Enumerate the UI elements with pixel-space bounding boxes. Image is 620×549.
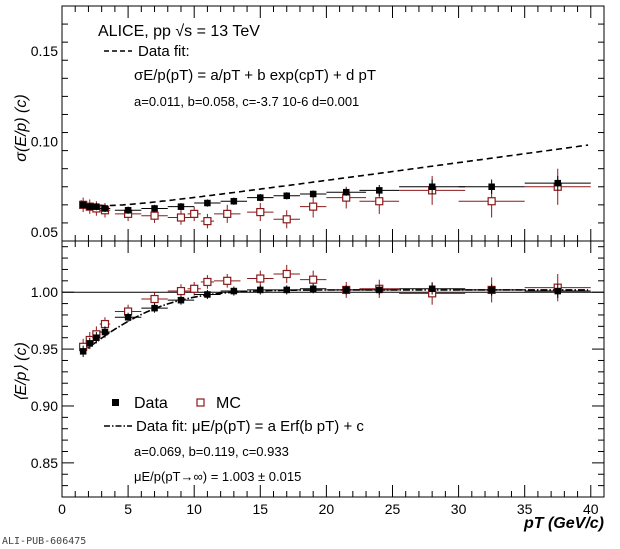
y-tick-label: 0.85 <box>31 455 58 471</box>
x-tick-label: 5 <box>124 501 132 517</box>
legend-mc-label: MC <box>216 395 241 412</box>
data-point <box>554 179 561 187</box>
data-point <box>376 286 383 294</box>
mc-point <box>176 286 186 296</box>
data-point <box>204 291 211 298</box>
top-plot-frame <box>61 5 605 242</box>
data-point <box>488 183 495 191</box>
mc-point <box>203 217 212 226</box>
bottom-data-series <box>79 283 591 358</box>
data-point <box>309 285 317 293</box>
x-tick-label: 20 <box>319 501 335 517</box>
mc-point <box>282 269 291 279</box>
data-point <box>79 348 87 355</box>
data-point <box>257 194 264 201</box>
y-tick-label: 0.15 <box>31 43 58 59</box>
x-tick-label: 10 <box>186 501 202 517</box>
bottom-fit-params: a=0.069, b=0.119, c=0.933 <box>134 444 289 459</box>
data-point <box>124 313 132 321</box>
x-tick-label: 15 <box>253 501 269 517</box>
top-fit-legend-label: Data fit: <box>138 43 190 60</box>
top-y-axis: 0.05 0.10 0.15 <box>31 5 605 242</box>
data-point <box>101 328 109 336</box>
fit-line <box>80 144 589 207</box>
data-point <box>93 334 100 341</box>
top-fit-curve <box>80 144 589 207</box>
mc-point <box>282 215 291 224</box>
data-point <box>151 304 158 312</box>
data-point <box>93 203 100 210</box>
mc-point <box>375 197 384 206</box>
data-point <box>177 296 185 304</box>
x-axis-label: pT (GeV/c) <box>523 515 604 532</box>
mc-point <box>150 294 159 304</box>
mc-point <box>223 209 232 218</box>
top-fit-params: a=0.011, b=0.058, c=-3.7 10-6 d=0.001 <box>134 94 359 109</box>
data-point <box>342 188 350 196</box>
data-point <box>376 187 383 194</box>
data-point <box>204 199 211 207</box>
data-point <box>342 286 350 294</box>
data-point <box>101 205 109 212</box>
asymptote-value: μE/p(pT→∞) = 1.003 ± 0.015 <box>134 469 301 484</box>
bottom-y-axis-label: ⟨E/p⟩ (c) <box>13 342 30 402</box>
data-point <box>283 286 290 294</box>
figure-id: ALI-PUB-606475 <box>2 536 86 547</box>
y-tick-label: 0.10 <box>31 134 58 150</box>
mc-point <box>309 275 318 284</box>
legend-mc-marker <box>196 398 205 407</box>
data-point <box>428 183 436 191</box>
x-tick-label: 25 <box>385 501 401 517</box>
data-point <box>283 192 290 200</box>
mc-point <box>190 209 199 218</box>
mc-point <box>309 202 318 211</box>
legend-data-label: Data <box>134 395 168 412</box>
mc-point <box>190 284 199 293</box>
data-point <box>86 203 94 210</box>
top-data-series <box>79 175 591 214</box>
data-point <box>488 286 495 294</box>
data-point <box>230 287 238 295</box>
mc-point <box>256 274 265 283</box>
data-point <box>79 201 87 209</box>
x-tick-label: 0 <box>58 501 66 517</box>
mc-point <box>223 276 232 285</box>
mc-point <box>176 213 186 222</box>
y-tick-label: 0.05 <box>31 224 58 240</box>
top-panel: 0.05 0.10 0.15 σ(E/p) (c) ALICE, pp √s = 1… <box>13 5 605 242</box>
top-y-axis-label: σ(E/p) (c) <box>13 94 30 161</box>
mc-point <box>203 277 212 287</box>
x-tick-label: 30 <box>451 501 467 517</box>
data-point <box>554 287 561 295</box>
x-tick-label: 35 <box>517 501 533 517</box>
data-point <box>177 203 185 210</box>
mc-point <box>487 197 496 206</box>
bottom-plot-frame <box>61 240 605 498</box>
x-tick-label: 40 <box>583 501 599 517</box>
mc-point <box>256 207 265 217</box>
legend-data-marker <box>112 399 119 406</box>
y-tick-label: 0.90 <box>31 398 58 414</box>
experiment-header: ALICE, pp √s = 13 TeV <box>98 23 260 40</box>
y-tick-label: 1.00 <box>31 284 58 300</box>
data-point <box>309 190 317 198</box>
data-point <box>124 207 132 214</box>
bottom-axes: 0.85 0.90 0.95 1.00 0 5 10 15 20 25 30 35 40 <box>31 241 605 517</box>
mc-point <box>150 211 159 220</box>
data-point <box>151 205 158 212</box>
bottom-fit-formula: Data fit: μE/p(pT) = a Erf(b pT) + c <box>136 418 364 435</box>
data-point <box>230 197 238 205</box>
data-point <box>428 285 436 293</box>
data-point <box>257 286 264 294</box>
top-fit-formula: σE/p(pT) = a/pT + b exp(cpT) + d pT <box>134 67 376 84</box>
y-tick-label: 0.95 <box>31 341 58 357</box>
data-point <box>86 340 94 347</box>
bottom-panel: 0.85 0.90 0.95 1.00 0 5 10 15 20 25 30 35 40 ⟨E/p⟩ (… <box>13 240 605 532</box>
top-mc-series <box>79 168 591 229</box>
